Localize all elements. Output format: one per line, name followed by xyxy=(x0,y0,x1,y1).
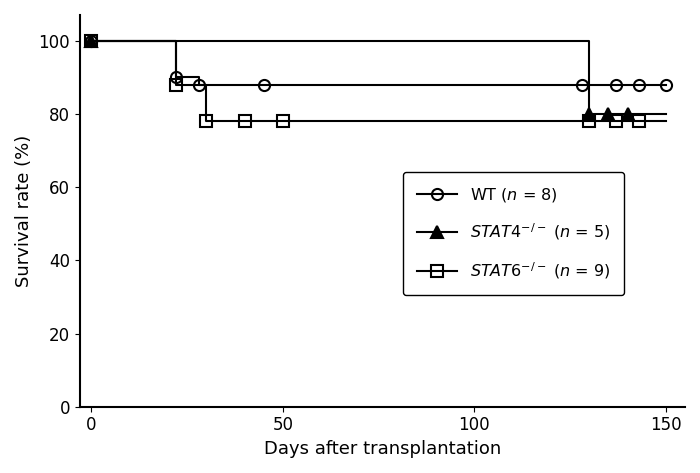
Legend: WT ($n$ = 8), $STAT4^{-/-}$ ($n$ = 5), $STAT6^{-/-}$ ($n$ = 9): WT ($n$ = 8), $STAT4^{-/-}$ ($n$ = 5), $… xyxy=(402,172,624,295)
X-axis label: Days after transplantation: Days after transplantation xyxy=(264,440,501,458)
Y-axis label: Survival rate (%): Survival rate (%) xyxy=(15,135,33,287)
